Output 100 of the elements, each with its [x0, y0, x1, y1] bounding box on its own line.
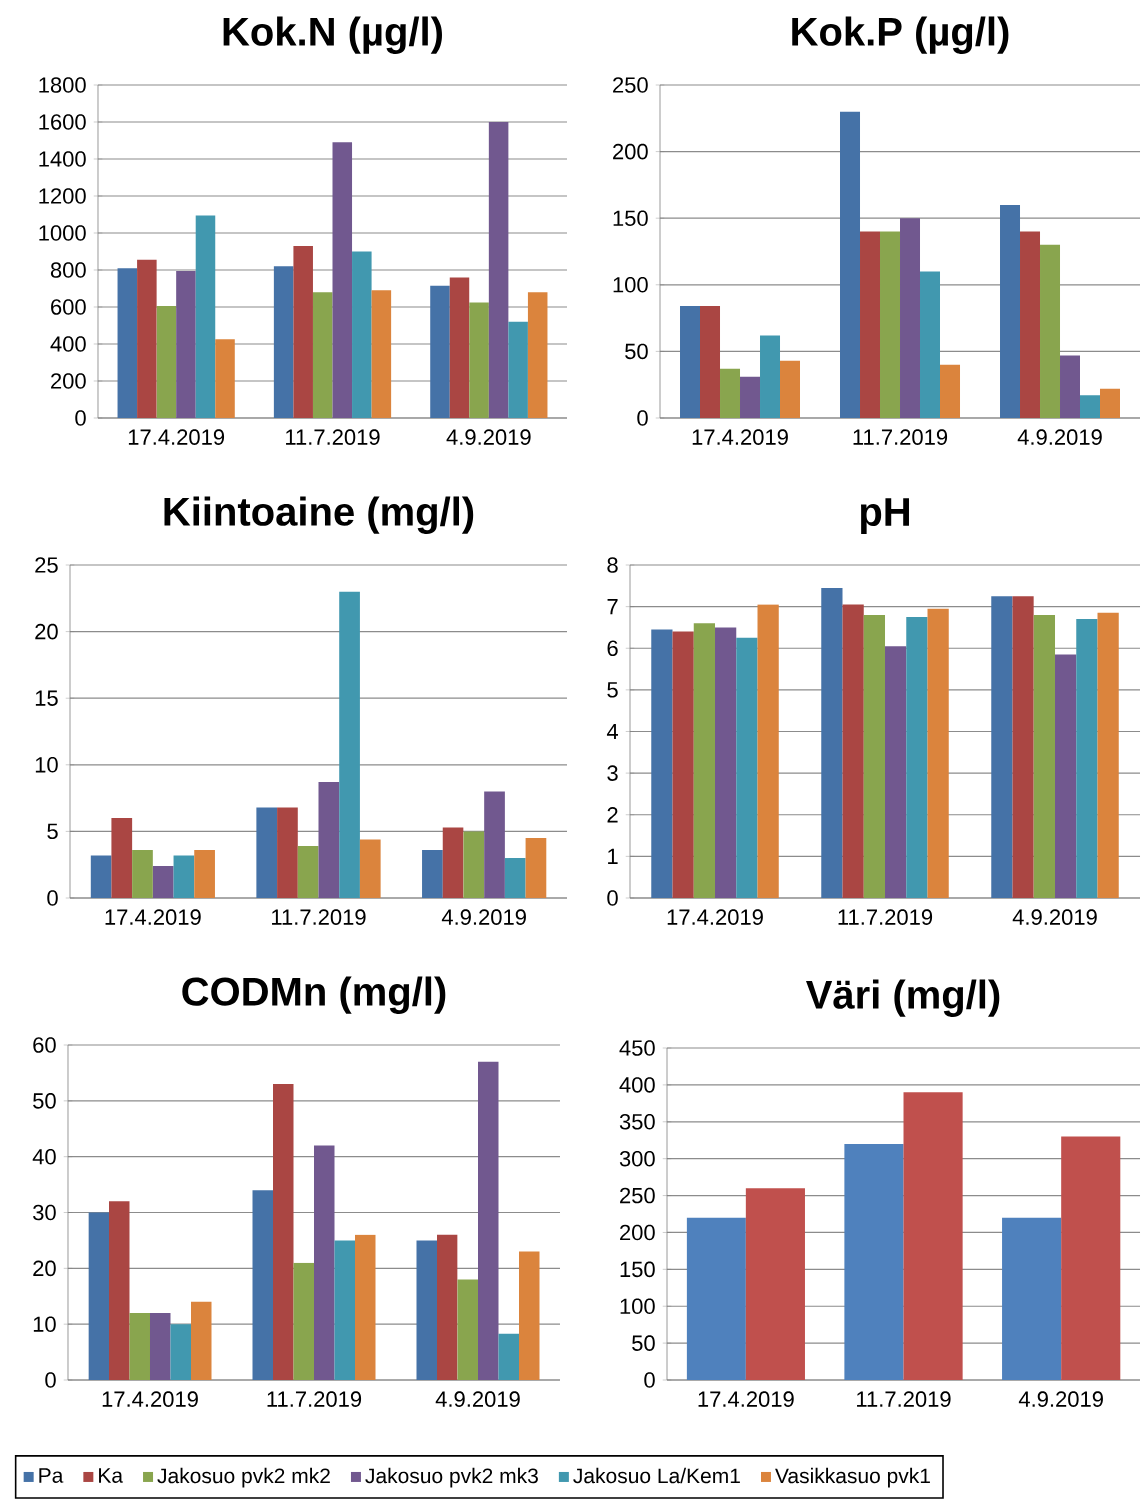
- y-tick-label: 0: [75, 410, 86, 426]
- x-tick-label: 11.7.2019: [853, 429, 948, 445]
- y-tick-label: 0: [45, 1372, 56, 1388]
- legend-label: Vasikkasuo pvk1: [775, 1467, 930, 1488]
- bar: [760, 335, 781, 418]
- bar: [137, 259, 157, 418]
- y-tick-label: 0: [47, 890, 58, 906]
- bar: [252, 1190, 273, 1381]
- bar: [927, 608, 949, 898]
- x-tick-label: 17.4.2019: [105, 909, 201, 925]
- bar: [498, 1333, 519, 1381]
- bar: [339, 591, 360, 898]
- y-tick-label: 250: [620, 1187, 655, 1204]
- y-tick-label: 1800: [39, 77, 86, 93]
- y-tick-label: 50: [632, 1335, 655, 1351]
- bar: [273, 1084, 294, 1381]
- y-tick-label: 150: [613, 210, 648, 226]
- legend-label: Jakosuo La/Kem1: [573, 1467, 740, 1484]
- bar: [1080, 395, 1101, 418]
- bar: [1033, 614, 1056, 898]
- legend-label: Pa: [39, 1468, 64, 1483]
- bar: [293, 245, 313, 418]
- y-tick-label: 20: [33, 1260, 56, 1277]
- bar: [842, 604, 864, 898]
- bar: [740, 376, 761, 418]
- x-tick-label: 17.4.2019: [128, 429, 225, 445]
- x-tick-label: 4.9.2019: [446, 429, 531, 445]
- x-tick-label: 11.7.2019: [286, 429, 380, 445]
- bar: [680, 306, 701, 418]
- bar: [194, 850, 215, 898]
- bar: [903, 1092, 963, 1381]
- y-tick-label: 0: [637, 410, 648, 426]
- bar: [672, 631, 694, 898]
- y-tick-label: 6: [607, 640, 618, 657]
- bar: [463, 831, 485, 898]
- y-tick-label: 5: [607, 682, 618, 698]
- bar: [152, 866, 174, 898]
- y-tick-label: 400: [50, 336, 86, 352]
- y-tick-label: 0: [644, 1372, 655, 1388]
- bar: [90, 855, 112, 898]
- bar: [860, 231, 881, 418]
- chart-title: Kok.N (µg/l): [223, 16, 442, 54]
- bar: [1012, 596, 1034, 898]
- x-tick-label: 4.9.2019: [1018, 1391, 1103, 1407]
- bar: [686, 1217, 746, 1381]
- bar: [525, 838, 547, 898]
- bar: [863, 614, 886, 898]
- x-tick-label: 11.7.2019: [272, 909, 366, 925]
- bar: [88, 1212, 109, 1381]
- bar: [720, 368, 741, 418]
- bar: [371, 290, 392, 418]
- bar: [422, 850, 443, 898]
- bar: [277, 807, 298, 898]
- bar: [442, 827, 464, 898]
- bar: [920, 271, 941, 418]
- bar: [430, 285, 450, 418]
- legend-label: Ka: [99, 1468, 124, 1483]
- x-tick-label: 17.4.2019: [698, 1391, 794, 1407]
- bar: [334, 1240, 355, 1381]
- y-tick-label: 150: [620, 1261, 655, 1278]
- bar: [757, 604, 779, 898]
- bar: [700, 306, 721, 418]
- y-tick-label: 40: [32, 1148, 56, 1165]
- y-tick-label: 10: [33, 1316, 56, 1332]
- y-tick-label: 3: [607, 765, 618, 781]
- y-tick-label: 0: [607, 890, 618, 906]
- bar: [273, 266, 294, 418]
- bar: [449, 277, 470, 418]
- y-tick-label: 50: [33, 1093, 56, 1109]
- bar: [715, 627, 737, 898]
- bar: [885, 646, 907, 898]
- bar: [109, 1201, 130, 1381]
- y-tick-label: 100: [613, 277, 648, 293]
- bar: [519, 1251, 540, 1381]
- bar: [478, 1061, 499, 1381]
- y-tick-label: 7: [607, 599, 618, 615]
- bar: [508, 321, 528, 418]
- y-tick-label: 30: [33, 1204, 56, 1221]
- y-tick-label: 300: [619, 1150, 655, 1167]
- bar: [256, 807, 278, 898]
- bar: [1000, 204, 1021, 418]
- bar: [651, 629, 673, 898]
- y-tick-label: 600: [51, 299, 86, 315]
- bar: [352, 251, 372, 418]
- bar: [900, 218, 921, 418]
- bar: [1100, 388, 1121, 418]
- y-tick-label: 2: [607, 807, 618, 823]
- bar: [693, 623, 716, 898]
- y-tick-label: 15: [35, 690, 58, 706]
- bar: [1097, 612, 1119, 898]
- y-tick-label: 1: [608, 848, 618, 864]
- bar: [191, 1301, 212, 1381]
- bar: [940, 364, 961, 418]
- chart-title: Kiintoaine (mg/l): [164, 496, 474, 534]
- x-tick-label: 11.7.2019: [838, 909, 933, 925]
- bar: [844, 1143, 904, 1381]
- bar: [117, 268, 138, 418]
- bar: [176, 270, 196, 418]
- y-tick-label: 400: [619, 1077, 655, 1093]
- y-tick-label: 350: [619, 1114, 655, 1130]
